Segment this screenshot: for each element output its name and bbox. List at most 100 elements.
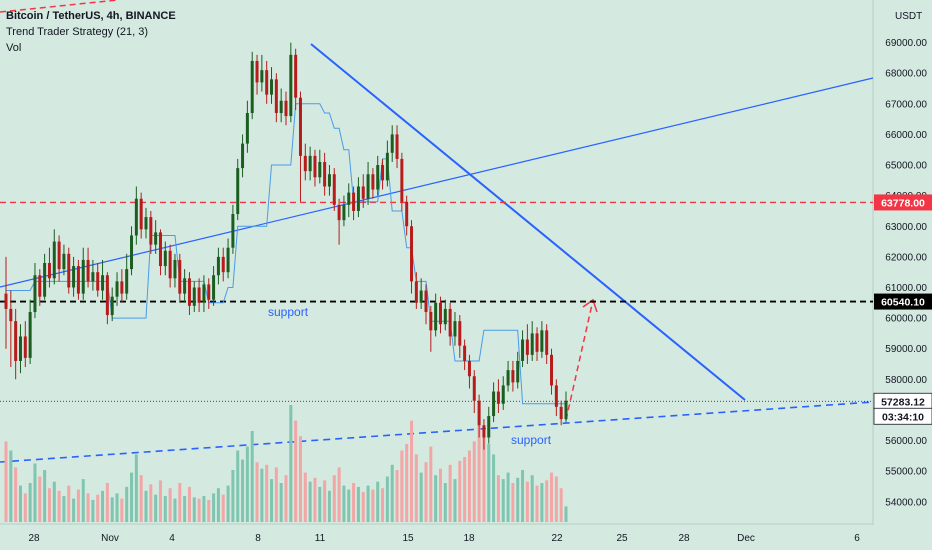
candle[interactable] — [226, 238, 230, 279]
candle[interactable] — [487, 406, 491, 444]
candle[interactable] — [429, 305, 433, 352]
candle[interactable] — [245, 100, 249, 153]
candle[interactable] — [506, 360, 510, 392]
candle[interactable] — [38, 269, 42, 306]
candle[interactable] — [410, 220, 414, 294]
projection-arrow-line[interactable] — [565, 299, 594, 421]
candle[interactable] — [448, 302, 452, 346]
candle[interactable] — [173, 253, 177, 288]
candle[interactable] — [149, 210, 153, 254]
candle[interactable] — [105, 272, 109, 325]
candle[interactable] — [545, 324, 549, 365]
candle[interactable] — [347, 183, 351, 218]
candle[interactable] — [511, 360, 515, 392]
candle[interactable] — [385, 140, 389, 187]
candle[interactable] — [332, 168, 336, 211]
candle[interactable] — [62, 244, 66, 276]
candle[interactable] — [453, 311, 457, 346]
candle[interactable] — [482, 419, 486, 450]
candle[interactable] — [327, 165, 331, 196]
candle[interactable] — [154, 220, 158, 254]
candle[interactable] — [187, 272, 191, 316]
candle[interactable] — [178, 253, 182, 303]
candle[interactable] — [207, 278, 211, 309]
candle[interactable] — [294, 48, 298, 110]
candle[interactable] — [337, 198, 341, 245]
candle[interactable] — [43, 253, 47, 300]
candle[interactable] — [236, 158, 240, 221]
candle[interactable] — [265, 60, 269, 104]
indicator-label[interactable]: Trend Trader Strategy (21, 3) — [6, 26, 149, 38]
candle[interactable] — [467, 354, 471, 389]
candle[interactable] — [356, 177, 360, 218]
candle[interactable] — [72, 256, 76, 297]
candle[interactable] — [139, 192, 143, 239]
candle[interactable] — [477, 394, 481, 438]
candle[interactable] — [308, 146, 312, 181]
candle[interactable] — [202, 275, 206, 312]
candle[interactable] — [279, 88, 283, 123]
candle[interactable] — [371, 168, 375, 199]
candle[interactable] — [525, 324, 529, 365]
candle[interactable] — [216, 247, 220, 285]
candle[interactable] — [4, 256, 8, 349]
candle[interactable] — [303, 143, 307, 181]
candle[interactable] — [23, 321, 27, 368]
candle[interactable] — [289, 42, 293, 123]
candle[interactable] — [212, 266, 216, 306]
candle[interactable] — [361, 174, 365, 208]
candle[interactable] — [47, 247, 51, 288]
candle[interactable] — [197, 278, 201, 312]
candle[interactable] — [91, 259, 95, 291]
candle[interactable] — [57, 235, 61, 282]
time-scale[interactable]: 28 Nov 4 8 11 15 18 22 25 28 Dec 6 — [28, 533, 860, 544]
candle[interactable] — [366, 161, 370, 205]
candle[interactable] — [120, 269, 124, 303]
candle[interactable] — [101, 259, 105, 300]
candle[interactable] — [284, 91, 288, 126]
candle[interactable] — [381, 158, 385, 190]
candle[interactable] — [323, 152, 327, 196]
candle[interactable] — [274, 73, 278, 123]
symbol-title[interactable]: Bitcoin / TetherUS, 4h, BINANCE — [6, 10, 176, 22]
candle[interactable] — [231, 204, 235, 254]
candle[interactable] — [424, 284, 428, 325]
candle[interactable] — [458, 315, 462, 358]
volume-label[interactable]: Vol — [6, 42, 22, 54]
candle[interactable] — [192, 281, 196, 312]
candle[interactable] — [270, 67, 274, 104]
candle[interactable] — [96, 263, 100, 297]
candle[interactable] — [540, 321, 544, 358]
candle[interactable] — [241, 134, 245, 178]
candle[interactable] — [313, 149, 317, 187]
candle[interactable] — [400, 152, 404, 211]
candle[interactable] — [492, 382, 496, 423]
candle[interactable] — [414, 272, 418, 309]
candle[interactable] — [163, 241, 167, 276]
candle[interactable] — [419, 278, 423, 309]
candle[interactable] — [501, 376, 505, 410]
candle[interactable] — [144, 207, 148, 239]
candle[interactable] — [76, 259, 80, 300]
support-trendline-dashed[interactable] — [0, 401, 874, 463]
candle[interactable] — [342, 195, 346, 227]
candle[interactable] — [516, 351, 520, 389]
candle[interactable] — [521, 330, 525, 368]
candle[interactable] — [405, 195, 409, 236]
candle[interactable] — [535, 327, 539, 361]
candle[interactable] — [130, 226, 134, 276]
candle[interactable] — [115, 272, 119, 306]
candle[interactable] — [376, 155, 380, 196]
candle[interactable] — [463, 339, 467, 371]
candle[interactable] — [559, 400, 563, 426]
candle[interactable] — [86, 247, 90, 288]
candle[interactable] — [168, 244, 172, 288]
candle[interactable] — [183, 269, 187, 303]
candle[interactable] — [550, 348, 554, 395]
candle[interactable] — [438, 296, 442, 334]
candle[interactable] — [221, 247, 225, 282]
candle[interactable] — [260, 54, 264, 92]
candle[interactable] — [530, 321, 534, 361]
candle[interactable] — [395, 125, 399, 169]
candle[interactable] — [18, 324, 22, 374]
